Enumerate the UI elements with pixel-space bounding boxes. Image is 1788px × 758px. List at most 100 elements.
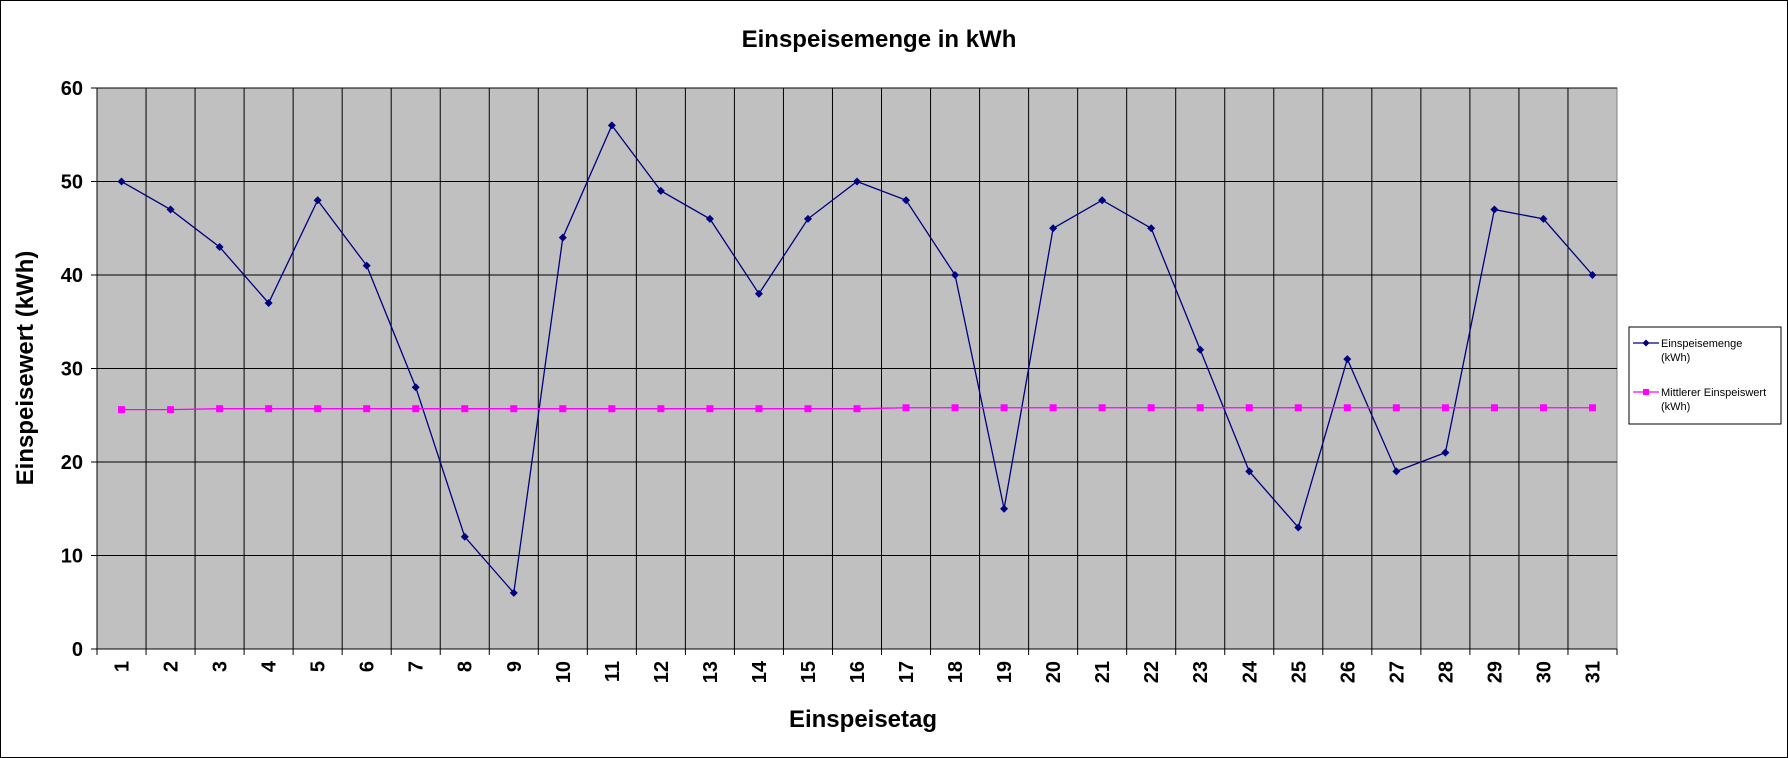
data-point bbox=[1147, 404, 1155, 412]
data-point bbox=[216, 405, 224, 413]
series-layer bbox=[117, 121, 1597, 597]
data-point bbox=[166, 205, 175, 214]
data-point bbox=[313, 196, 322, 205]
data-point bbox=[117, 177, 126, 186]
x-tick-label: 13 bbox=[700, 661, 722, 683]
data-point bbox=[1294, 404, 1302, 412]
data-point bbox=[804, 405, 812, 413]
legend-marker bbox=[1642, 339, 1650, 347]
data-point bbox=[1490, 404, 1498, 412]
data-point bbox=[461, 405, 469, 413]
data-point bbox=[803, 214, 812, 223]
data-point bbox=[314, 405, 322, 413]
x-tick-label: 7 bbox=[406, 661, 428, 672]
y-tick-label: 0 bbox=[72, 639, 83, 661]
data-point bbox=[1294, 523, 1303, 532]
data-point bbox=[1490, 205, 1499, 214]
y-tick-label: 50 bbox=[61, 172, 83, 194]
data-point bbox=[853, 405, 861, 413]
data-point bbox=[265, 405, 273, 413]
x-tick-label: 10 bbox=[553, 661, 575, 683]
x-tick-label: 21 bbox=[1092, 661, 1114, 683]
data-point bbox=[1441, 404, 1449, 412]
x-tick-label: 28 bbox=[1435, 661, 1457, 683]
x-tick-label: 6 bbox=[357, 661, 379, 672]
data-point bbox=[951, 271, 960, 279]
data-point bbox=[1147, 224, 1156, 233]
data-point bbox=[264, 299, 273, 308]
data-point bbox=[1196, 345, 1205, 354]
data-point bbox=[1245, 467, 1254, 476]
x-tick-label: 1 bbox=[112, 661, 134, 672]
data-point bbox=[1049, 224, 1058, 233]
data-point bbox=[362, 261, 371, 270]
x-tick-label: 24 bbox=[1239, 660, 1261, 683]
data-point bbox=[558, 233, 567, 242]
data-point bbox=[657, 405, 665, 413]
data-point bbox=[412, 405, 420, 413]
x-tick-label: 27 bbox=[1386, 661, 1408, 683]
x-tick-label: 31 bbox=[1582, 661, 1604, 683]
data-point bbox=[1049, 404, 1057, 412]
x-tick-label: 23 bbox=[1190, 661, 1212, 683]
data-point bbox=[460, 532, 469, 541]
x-tick-label: 12 bbox=[651, 661, 673, 683]
data-point bbox=[411, 383, 420, 392]
x-tick-label: 18 bbox=[945, 661, 967, 683]
y-tick-labels: 0 10 20 30 40 50 60 bbox=[61, 78, 83, 661]
data-point bbox=[1000, 504, 1009, 513]
grid-lines bbox=[97, 87, 1617, 649]
x-tick-label: 14 bbox=[749, 660, 771, 683]
axes bbox=[91, 87, 1618, 655]
x-tick-label: 19 bbox=[994, 661, 1016, 683]
x-tick-label: 25 bbox=[1288, 661, 1310, 683]
data-point bbox=[1588, 404, 1596, 412]
x-tick-label: 29 bbox=[1484, 661, 1506, 683]
data-point bbox=[1343, 404, 1351, 412]
x-tick-label: 11 bbox=[602, 661, 624, 682]
data-point bbox=[853, 177, 861, 186]
x-tick-label: 5 bbox=[308, 661, 330, 672]
data-point bbox=[706, 405, 714, 413]
x-tick-labels: 1 2 3 4 5 6 7 8 9 10 11 12 13 14 15 16 17 18 19 20 21 22 23 24 2… bbox=[112, 660, 1605, 683]
chart-title: Einspeisemenge in kWh bbox=[742, 26, 1017, 53]
data-point bbox=[902, 196, 911, 205]
x-tick-label: 4 bbox=[259, 660, 281, 672]
x-tick-label: 20 bbox=[1043, 661, 1065, 683]
y-tick-label: 30 bbox=[61, 359, 83, 381]
data-point bbox=[1098, 404, 1106, 412]
data-point bbox=[118, 406, 126, 414]
x-tick-label: 3 bbox=[210, 661, 232, 672]
data-point bbox=[167, 406, 175, 414]
data-point bbox=[363, 405, 371, 413]
x-axis-label: Einspeisetag bbox=[789, 706, 937, 733]
data-point bbox=[755, 405, 763, 413]
data-point bbox=[754, 289, 763, 298]
data-point bbox=[559, 405, 567, 413]
data-point bbox=[608, 405, 616, 413]
legend-item: Mittlerer Einspeiswert (kWh) bbox=[1633, 387, 1766, 413]
y-tick-label: 60 bbox=[61, 78, 83, 100]
data-point bbox=[215, 242, 224, 251]
legend-label-unit: (kWh) bbox=[1661, 401, 1690, 413]
data-point bbox=[509, 588, 518, 597]
data-point bbox=[607, 121, 616, 130]
data-point bbox=[951, 404, 959, 412]
data-point bbox=[1343, 355, 1352, 364]
data-point bbox=[1196, 404, 1204, 412]
x-tick-label: 8 bbox=[455, 661, 477, 672]
x-tick-label: 9 bbox=[504, 661, 526, 672]
y-tick-label: 10 bbox=[61, 546, 83, 568]
data-point bbox=[1000, 404, 1008, 412]
data-point bbox=[1588, 271, 1597, 279]
series-2 bbox=[118, 404, 1596, 414]
legend-marker bbox=[1643, 389, 1649, 395]
x-tick-label: 2 bbox=[161, 661, 183, 672]
legend: Einspeisemenge (kWh)Mittlerer Einspeiswer… bbox=[1628, 326, 1782, 425]
data-point bbox=[1392, 467, 1401, 476]
data-point bbox=[1392, 404, 1400, 412]
x-tick-label: 17 bbox=[896, 661, 918, 683]
legend-label: Einspeisemenge bbox=[1661, 338, 1742, 350]
x-tick-label: 15 bbox=[798, 661, 820, 683]
